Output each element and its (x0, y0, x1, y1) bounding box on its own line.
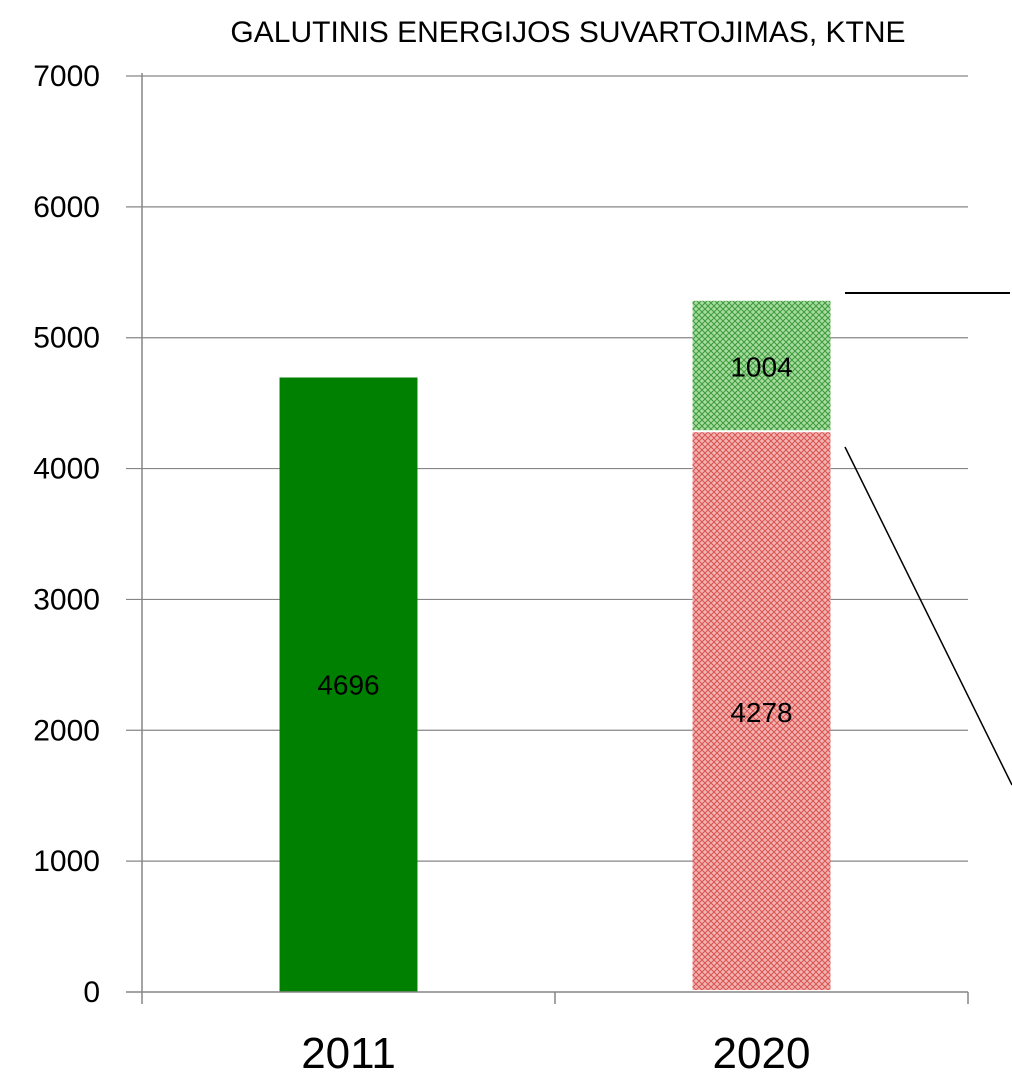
bars (279, 300, 831, 992)
y-tick-label: 5000 (33, 322, 100, 355)
x-axis-category-labels: 2011 2020 (301, 1029, 810, 1078)
category-label-2020: 2020 (713, 1029, 811, 1078)
data-label-4278: 4278 (730, 697, 792, 728)
y-tick-label: 2000 (33, 714, 100, 747)
callout-lines (844, 292, 1012, 786)
axes (126, 73, 969, 1004)
callout-line-diagonal (844, 446, 1012, 786)
y-tick-label: 0 (83, 976, 100, 1009)
bar-segment-2011-4696 (279, 377, 418, 992)
y-tick-label: 7000 (33, 60, 100, 93)
category-label-2011: 2011 (301, 1029, 396, 1078)
data-labels: 4696 4278 1004 (317, 352, 792, 729)
bar-segment-2020-1004 (692, 300, 831, 431)
y-tick-label: 1000 (33, 845, 100, 878)
y-tick-label: 4000 (33, 453, 100, 486)
data-label-1004: 1004 (730, 352, 792, 383)
gridlines (126, 75, 968, 862)
y-tick-label: 6000 (33, 191, 100, 224)
y-axis-tick-labels: 0 1000 2000 3000 4000 5000 6000 7000 (33, 60, 100, 1009)
y-tick-label: 3000 (33, 583, 100, 616)
bar-segment-2020-4278 (692, 432, 831, 991)
chart-title: GALUTINIS ENERGIJOS SUVARTOJIMAS, KTNE (230, 16, 905, 49)
data-label-4696: 4696 (317, 670, 379, 701)
